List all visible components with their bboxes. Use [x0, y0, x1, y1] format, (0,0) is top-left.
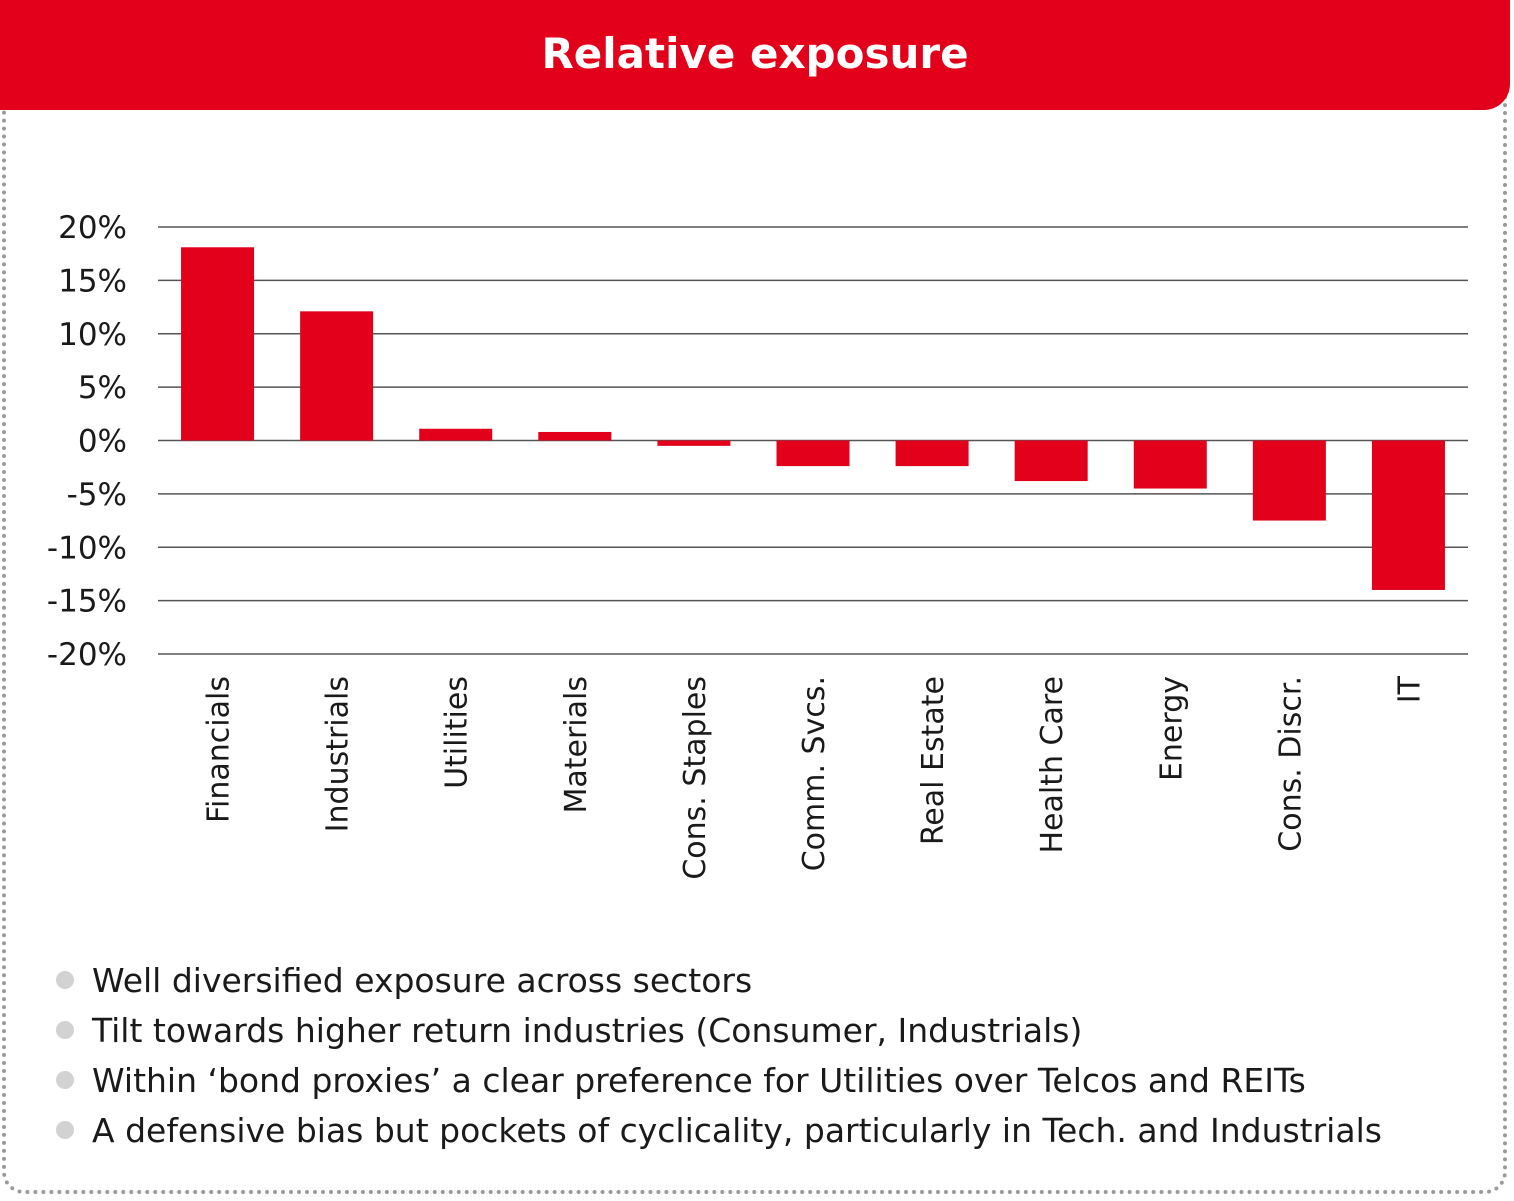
x-category-label: IT — [1392, 675, 1427, 703]
list-item: A defensive bias but pockets of cyclical… — [56, 1105, 1382, 1155]
bullet-dot-icon — [56, 1121, 74, 1139]
x-category-label: Utilities — [440, 676, 475, 789]
bar — [1371, 440, 1445, 590]
bar-chart: 20% 15% 10% 5% 0% -5% -10% -15% -20% Financials In… — [47, 210, 1468, 880]
bar — [538, 431, 612, 441]
bar — [1133, 440, 1207, 489]
page-title: Relative exposure — [541, 28, 969, 78]
bullet-list: Well diversified exposure across sectors… — [56, 955, 1382, 1155]
bar — [181, 247, 255, 441]
x-category-label: Comm. Svcs. — [797, 676, 832, 871]
x-category-label: Energy — [1154, 676, 1189, 781]
bullet-dot-icon — [56, 1071, 74, 1089]
bullet-text: Well diversified exposure across sectors — [92, 960, 753, 1000]
y-tick-label: -15% — [47, 584, 127, 620]
bar — [300, 311, 374, 441]
x-category-label: Materials — [559, 676, 594, 814]
y-tick-label: -10% — [47, 530, 127, 566]
y-tick-label: 15% — [58, 263, 127, 299]
x-category-label: Financials — [202, 676, 237, 823]
x-category-label: Health Care — [1035, 676, 1070, 854]
list-item: Well diversified exposure across sectors — [56, 955, 1382, 1005]
bar — [1252, 440, 1326, 521]
list-item: Within ‘bond proxies’ a clear preference… — [56, 1055, 1382, 1105]
bar — [895, 440, 969, 467]
bullet-dot-icon — [56, 971, 74, 989]
x-category-label: Real Estate — [916, 676, 951, 845]
y-tick-label: 20% — [58, 210, 127, 246]
y-tick-label: 10% — [58, 317, 127, 353]
bar — [657, 440, 731, 446]
bullet-text: Within ‘bond proxies’ a clear preference… — [92, 1060, 1306, 1100]
bullet-text: A defensive bias but pockets of cyclical… — [92, 1110, 1382, 1150]
bar — [1014, 440, 1088, 482]
bullet-dot-icon — [56, 1021, 74, 1039]
x-category-label: Cons. Staples — [678, 676, 713, 880]
y-tick-label: 0% — [78, 424, 127, 460]
header-banner: Relative exposure — [0, 0, 1510, 110]
y-tick-label: -20% — [47, 637, 127, 673]
x-category-label: Industrials — [321, 676, 356, 832]
list-item: Tilt towards higher return industries (C… — [56, 1005, 1382, 1055]
y-tick-label: 5% — [78, 370, 127, 406]
bar — [776, 440, 850, 467]
x-category-label: Cons. Discr. — [1273, 676, 1308, 852]
bar — [419, 428, 493, 441]
y-tick-label: -5% — [67, 477, 127, 513]
bullet-text: Tilt towards higher return industries (C… — [92, 1010, 1083, 1050]
